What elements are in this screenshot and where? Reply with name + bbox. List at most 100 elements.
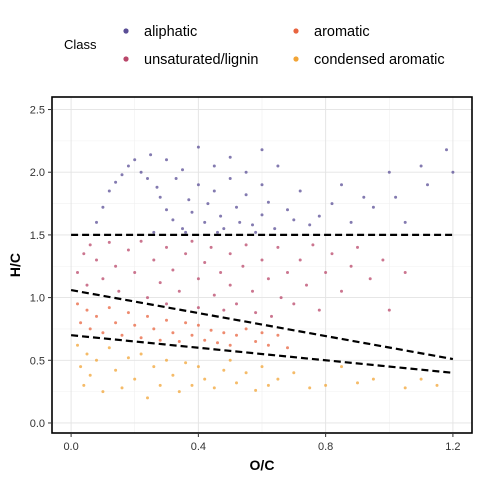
- point-unsaturated-lignin: [331, 252, 334, 255]
- point-aromatic: [229, 344, 232, 347]
- point-condensed-aromatic: [308, 386, 311, 389]
- point-unsaturated-lignin: [340, 290, 343, 293]
- point-unsaturated-lignin: [356, 246, 359, 249]
- point-aromatic: [210, 329, 213, 332]
- point-condensed-aromatic: [127, 356, 130, 359]
- point-unsaturated-lignin: [251, 290, 254, 293]
- point-aliphatic: [216, 231, 219, 234]
- point-aliphatic: [420, 165, 423, 168]
- point-aliphatic: [394, 196, 397, 199]
- legend-marker-aliphatic: [123, 28, 128, 33]
- point-aliphatic: [149, 153, 152, 156]
- point-aliphatic: [101, 206, 104, 209]
- point-unsaturated-lignin: [350, 265, 353, 268]
- point-condensed-aromatic: [340, 365, 343, 368]
- point-aliphatic: [108, 190, 111, 193]
- point-aliphatic: [261, 213, 264, 216]
- point-unsaturated-lignin: [229, 252, 232, 255]
- point-aliphatic: [388, 171, 391, 174]
- point-unsaturated-lignin: [171, 269, 174, 272]
- point-aliphatic: [261, 148, 264, 151]
- legend-label-unsaturated-lignin: unsaturated/lignin: [144, 52, 258, 68]
- point-unsaturated-lignin: [276, 246, 279, 249]
- point-aliphatic: [213, 165, 216, 168]
- point-aliphatic: [133, 158, 136, 161]
- point-unsaturated-lignin: [178, 290, 181, 293]
- point-condensed-aromatic: [324, 384, 327, 387]
- point-condensed-aromatic: [213, 386, 216, 389]
- point-aromatic: [108, 306, 111, 309]
- point-aliphatic: [222, 227, 225, 230]
- legend-label-aromatic: aromatic: [314, 24, 370, 40]
- point-condensed-aromatic: [261, 365, 264, 368]
- point-condensed-aromatic: [165, 359, 168, 362]
- legend-title: Class: [64, 37, 97, 52]
- point-aromatic: [276, 334, 279, 337]
- y-axis-title: H/C: [7, 253, 23, 277]
- point-unsaturated-lignin: [222, 309, 225, 312]
- point-unsaturated-lignin: [270, 315, 273, 318]
- point-unsaturated-lignin: [219, 271, 222, 274]
- point-condensed-aromatic: [254, 389, 257, 392]
- point-aromatic: [89, 327, 92, 330]
- point-aliphatic: [245, 193, 248, 196]
- legend-marker-aromatic: [293, 28, 298, 33]
- point-aliphatic: [261, 183, 264, 186]
- point-aliphatic: [114, 181, 117, 184]
- point-aromatic: [152, 327, 155, 330]
- point-unsaturated-lignin: [299, 259, 302, 262]
- point-unsaturated-lignin: [261, 259, 264, 262]
- point-aliphatic: [159, 196, 162, 199]
- point-condensed-aromatic: [245, 371, 248, 374]
- point-unsaturated-lignin: [159, 281, 162, 284]
- point-condensed-aromatic: [276, 378, 279, 381]
- point-condensed-aromatic: [76, 344, 79, 347]
- point-aliphatic: [140, 171, 143, 174]
- point-condensed-aromatic: [114, 369, 117, 372]
- point-aliphatic: [229, 177, 232, 180]
- point-aromatic: [114, 321, 117, 324]
- point-aliphatic: [451, 171, 454, 174]
- point-condensed-aromatic: [191, 384, 194, 387]
- point-unsaturated-lignin: [369, 277, 372, 280]
- point-aromatic: [184, 321, 187, 324]
- point-aromatic: [127, 311, 130, 314]
- point-condensed-aromatic: [152, 365, 155, 368]
- point-aliphatic: [318, 215, 321, 218]
- point-unsaturated-lignin: [404, 271, 407, 274]
- point-aromatic: [159, 339, 162, 342]
- point-aliphatic: [286, 208, 289, 211]
- legend-label-aliphatic: aliphatic: [144, 24, 197, 40]
- point-condensed-aromatic: [140, 353, 143, 356]
- point-unsaturated-lignin: [86, 284, 89, 287]
- point-aliphatic: [404, 221, 407, 224]
- point-aliphatic: [165, 158, 168, 161]
- point-aliphatic: [308, 223, 311, 226]
- point-aliphatic: [273, 227, 276, 230]
- point-aromatic: [261, 331, 264, 334]
- point-unsaturated-lignin: [241, 265, 244, 268]
- point-aliphatic: [121, 173, 124, 176]
- point-aliphatic: [235, 206, 238, 209]
- point-unsaturated-lignin: [95, 259, 98, 262]
- y-tick-label: 0.5: [30, 355, 45, 367]
- point-unsaturated-lignin: [254, 311, 257, 314]
- point-aliphatic: [197, 183, 200, 186]
- y-tick-label: 0.0: [30, 418, 45, 430]
- point-condensed-aromatic: [171, 374, 174, 377]
- point-unsaturated-lignin: [210, 246, 213, 249]
- y-tick-label: 2.0: [30, 167, 45, 179]
- point-unsaturated-lignin: [311, 243, 314, 246]
- point-unsaturated-lignin: [213, 294, 216, 297]
- point-unsaturated-lignin: [146, 296, 149, 299]
- point-condensed-aromatic: [146, 396, 149, 399]
- point-aliphatic: [251, 223, 254, 226]
- point-unsaturated-lignin: [165, 302, 168, 305]
- point-unsaturated-lignin: [82, 252, 85, 255]
- point-aromatic: [133, 324, 136, 327]
- point-unsaturated-lignin: [197, 306, 200, 309]
- legend: Class aliphatic aromatic unsaturated/lig…: [64, 24, 445, 68]
- point-unsaturated-lignin: [197, 277, 200, 280]
- point-condensed-aromatic: [267, 384, 270, 387]
- point-condensed-aromatic: [229, 359, 232, 362]
